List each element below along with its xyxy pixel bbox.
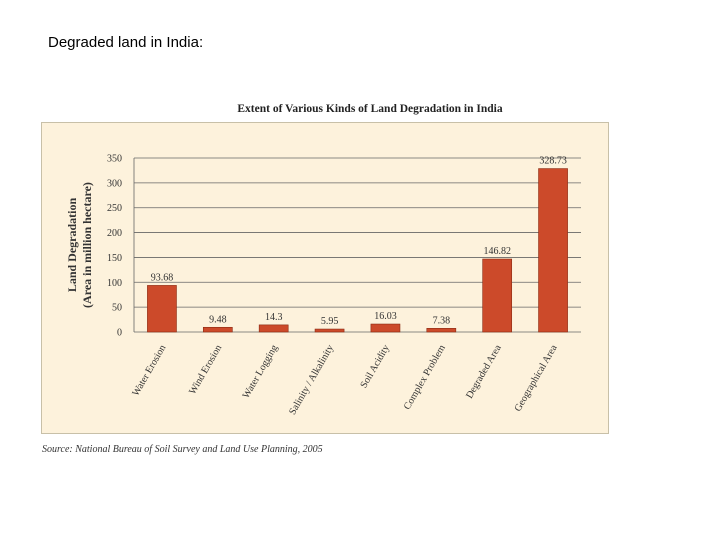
y-tick-label: 0 bbox=[117, 328, 122, 339]
bar-chart: 0 50 100 150 200 250 300 350 Land Degradation (Ar… bbox=[42, 123, 608, 433]
data-label: 5.95 bbox=[321, 316, 339, 327]
y-tick-label: 200 bbox=[107, 228, 122, 239]
bar-5 bbox=[426, 328, 457, 333]
bar-2 bbox=[258, 324, 289, 333]
y-tick-label: 250 bbox=[107, 203, 122, 214]
bar-6 bbox=[482, 258, 513, 333]
slide-title: Degraded land in India: bbox=[48, 34, 204, 51]
bar-3 bbox=[314, 328, 345, 333]
data-label: 146.82 bbox=[483, 246, 511, 257]
data-label: 93.68 bbox=[151, 272, 174, 283]
data-label: 7.38 bbox=[433, 315, 451, 326]
data-label: 14.3 bbox=[265, 312, 283, 323]
y-tick-label: 150 bbox=[107, 253, 122, 264]
chart-panel: 0 50 100 150 200 250 300 350 Land Degradation (Ar… bbox=[41, 122, 609, 434]
y-tick-label: 50 bbox=[112, 303, 122, 314]
y-tick-label: 350 bbox=[107, 154, 122, 165]
y-axis-label: Land Degradation bbox=[65, 198, 79, 293]
chart-title: Extent of Various Kinds of Land Degradat… bbox=[237, 103, 503, 115]
chart-background bbox=[42, 123, 608, 433]
bar-0 bbox=[147, 285, 177, 333]
y-tick-label: 300 bbox=[107, 178, 122, 189]
data-label: 9.48 bbox=[209, 314, 227, 325]
y-tick-label: 100 bbox=[107, 278, 122, 289]
source-note: Source: National Bureau of Soil Survey a… bbox=[42, 444, 323, 455]
data-label: 328.73 bbox=[539, 156, 567, 167]
bar-1 bbox=[202, 326, 233, 333]
bar-7 bbox=[538, 168, 568, 333]
bar-4 bbox=[370, 323, 401, 333]
y-axis-label-unit: (Area in million hectare) bbox=[80, 182, 94, 308]
data-label: 16.03 bbox=[374, 311, 397, 322]
